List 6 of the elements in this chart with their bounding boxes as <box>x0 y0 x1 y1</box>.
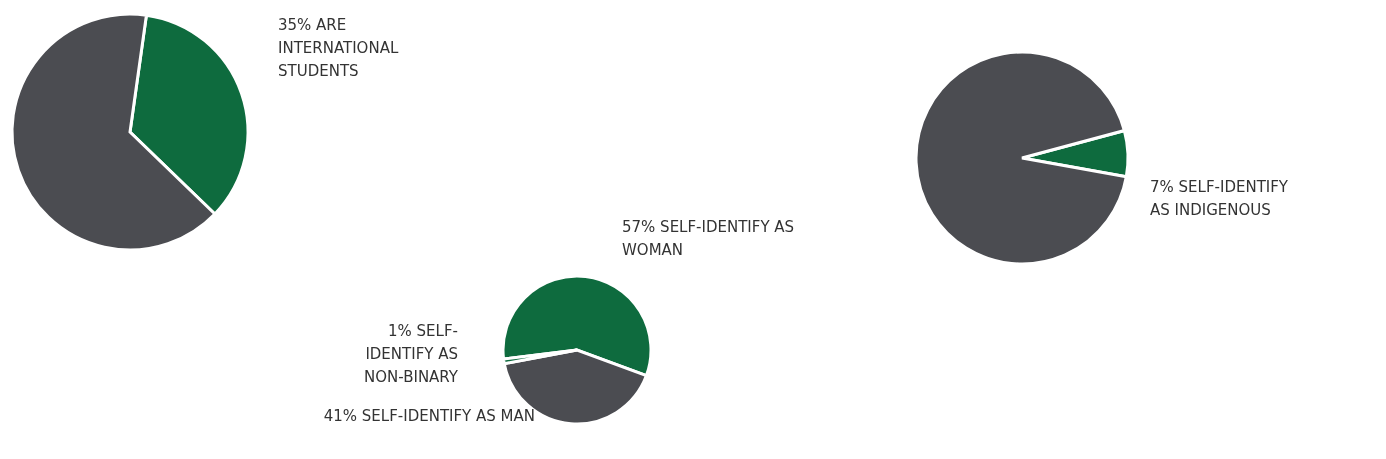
slice-label: 57% SELF-IDENTIFY AS WOMAN <box>622 217 796 261</box>
slice-label: 35% ARE INTERNATIONAL STUDENTS <box>278 15 400 82</box>
slice-label: 7% SELF-IDENTIFY AS INDIGENOUS <box>1150 177 1289 221</box>
pie-slice <box>914 50 1128 266</box>
slice-label: 41% SELF-IDENTIFY AS MAN <box>322 406 535 427</box>
slice-label: 1% SELF-IDENTIFY AS NON-BINARY <box>363 321 458 388</box>
